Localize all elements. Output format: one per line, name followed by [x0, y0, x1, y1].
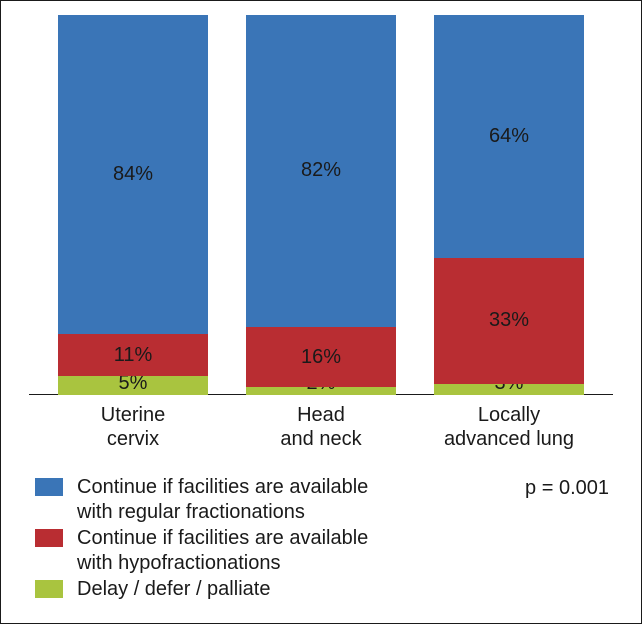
segment-value-label: 33%	[489, 309, 529, 332]
legend-item-hypofraction: Continue if facilities are available wit…	[35, 526, 368, 576]
legend-swatch	[35, 529, 63, 547]
x-axis-category-label: Head and neck	[246, 403, 396, 451]
bar-segment-delay: 3%	[434, 384, 584, 395]
chart-container: 5% 11% 84% 2% 16% 82% 3% 33% 64% Uterine cervix H…	[0, 0, 642, 624]
bar: 3% 33% 64%	[434, 15, 584, 395]
bar-segment-regular: 82%	[246, 15, 396, 327]
legend-item-delay: Delay / defer / palliate	[35, 577, 368, 602]
bar-segment-delay: 5%	[58, 376, 208, 395]
plot-area: 5% 11% 84% 2% 16% 82% 3% 33% 64%	[29, 15, 613, 395]
x-axis-category-label: Uterine cervix	[58, 403, 208, 451]
legend-label: Delay / defer / palliate	[77, 577, 270, 602]
bar-segment-hypofraction: 11%	[58, 334, 208, 376]
legend-label: Continue if facilities are available wit…	[77, 526, 368, 576]
x-axis-labels: Uterine cervix Head and neck Locally advan…	[29, 395, 613, 451]
bar-column: 3% 33% 64%	[434, 15, 584, 395]
legend-swatch	[35, 580, 63, 598]
bar-segment-delay: 2%	[246, 387, 396, 395]
legend-area: Continue if facilities are available wit…	[29, 475, 613, 602]
x-axis-category-label: Locally advanced lung	[434, 403, 584, 451]
p-value: p = 0.001	[525, 475, 613, 500]
legend-label: Continue if facilities are available wit…	[77, 475, 368, 525]
bar: 5% 11% 84%	[58, 15, 208, 395]
segment-value-label: 64%	[489, 125, 529, 148]
legend: Continue if facilities are available wit…	[35, 475, 368, 602]
bar-column: 5% 11% 84%	[58, 15, 208, 395]
legend-item-regular: Continue if facilities are available wit…	[35, 475, 368, 525]
segment-value-label: 82%	[301, 159, 341, 182]
bar-segment-regular: 84%	[58, 15, 208, 334]
segment-value-label: 11%	[114, 344, 153, 367]
segment-value-label: 16%	[301, 346, 341, 369]
bar: 2% 16% 82%	[246, 15, 396, 395]
bar-segment-hypofraction: 33%	[434, 258, 584, 383]
bar-segment-hypofraction: 16%	[246, 327, 396, 388]
legend-swatch	[35, 478, 63, 496]
segment-value-label: 84%	[113, 163, 153, 186]
bar-segment-regular: 64%	[434, 15, 584, 258]
bar-column: 2% 16% 82%	[246, 15, 396, 395]
